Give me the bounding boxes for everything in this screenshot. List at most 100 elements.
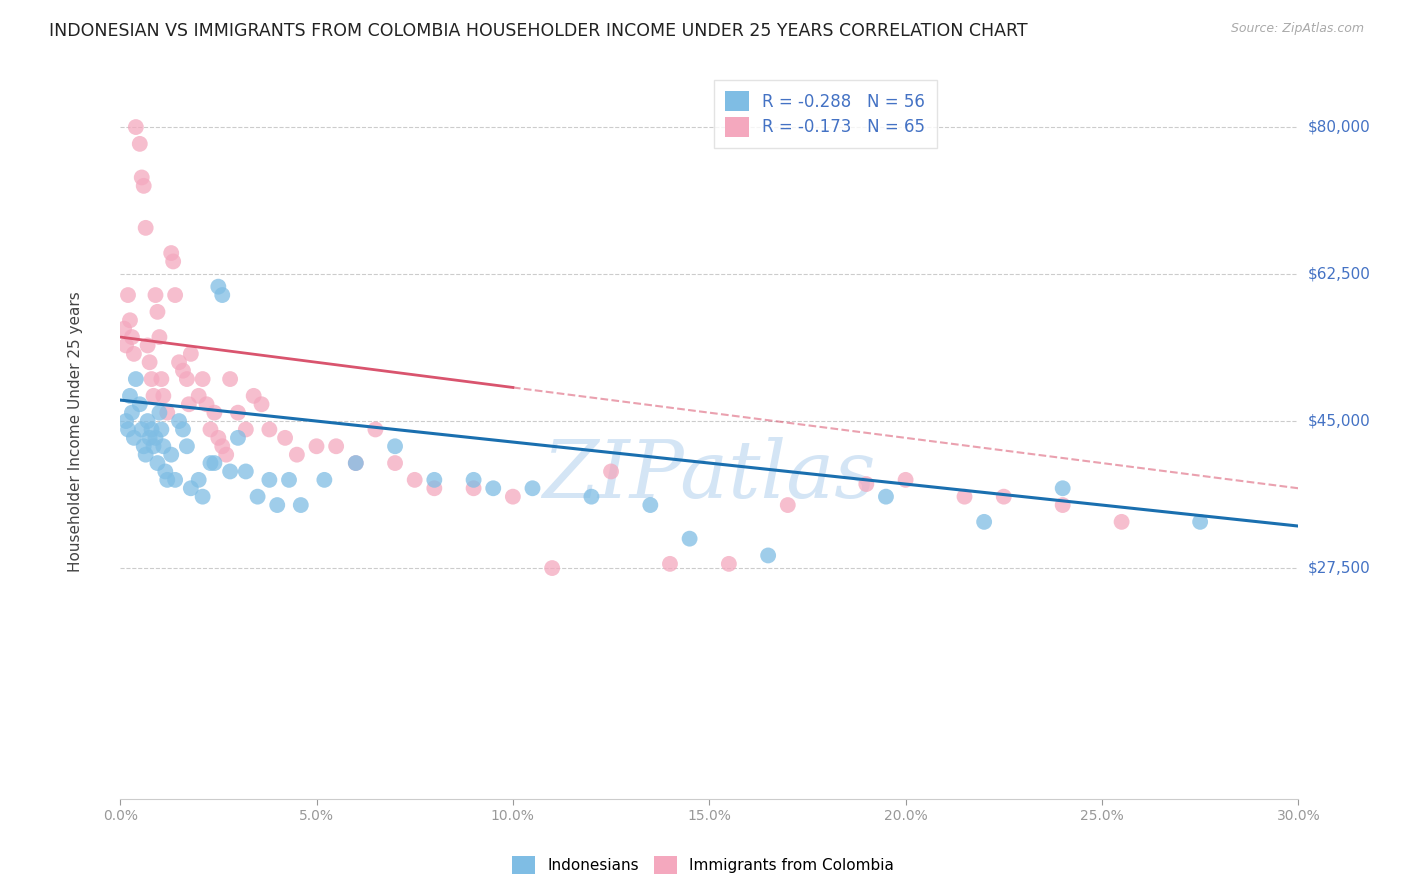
Text: Source: ZipAtlas.com: Source: ZipAtlas.com bbox=[1230, 22, 1364, 36]
Point bbox=[128, 136, 150, 151]
Point bbox=[600, 465, 623, 479]
Point bbox=[131, 170, 153, 185]
Text: INDONESIAN VS IMMIGRANTS FROM COLOMBIA HOUSEHOLDER INCOME UNDER 25 YEARS CORRELA: INDONESIAN VS IMMIGRANTS FROM COLOMBIA H… bbox=[49, 22, 1028, 40]
Point bbox=[973, 515, 995, 529]
Point bbox=[141, 372, 163, 386]
Point bbox=[122, 431, 145, 445]
Text: $62,500: $62,500 bbox=[1308, 267, 1371, 282]
Point bbox=[463, 481, 485, 495]
Point bbox=[314, 473, 336, 487]
Point bbox=[150, 422, 173, 436]
Point bbox=[128, 397, 150, 411]
Point bbox=[117, 422, 139, 436]
Point bbox=[1052, 498, 1074, 512]
Point bbox=[274, 431, 297, 445]
Point bbox=[423, 473, 446, 487]
Point bbox=[165, 473, 187, 487]
Point bbox=[502, 490, 524, 504]
Point bbox=[191, 372, 214, 386]
Point bbox=[142, 439, 165, 453]
Point bbox=[187, 473, 209, 487]
Point bbox=[176, 439, 198, 453]
Point bbox=[219, 372, 242, 386]
Point bbox=[141, 422, 163, 436]
Point bbox=[148, 330, 170, 344]
Point bbox=[115, 338, 138, 352]
Point bbox=[953, 490, 976, 504]
Point bbox=[219, 465, 242, 479]
Point bbox=[344, 456, 367, 470]
Point bbox=[384, 439, 406, 453]
Point bbox=[581, 490, 603, 504]
Point bbox=[135, 220, 157, 235]
Point bbox=[155, 465, 177, 479]
Point bbox=[167, 414, 190, 428]
Point bbox=[156, 473, 179, 487]
Point bbox=[211, 439, 233, 453]
Point bbox=[146, 456, 169, 470]
Point bbox=[659, 557, 682, 571]
Point bbox=[172, 422, 194, 436]
Point bbox=[115, 414, 138, 428]
Point bbox=[207, 431, 229, 445]
Point bbox=[142, 389, 165, 403]
Point bbox=[145, 431, 167, 445]
Legend: Indonesians, Immigrants from Colombia: Indonesians, Immigrants from Colombia bbox=[506, 850, 900, 880]
Point bbox=[246, 490, 269, 504]
Point bbox=[1189, 515, 1212, 529]
Point bbox=[162, 254, 184, 268]
Point bbox=[855, 477, 877, 491]
Point bbox=[290, 498, 312, 512]
Point bbox=[117, 288, 139, 302]
Point bbox=[325, 439, 347, 453]
Point bbox=[423, 481, 446, 495]
Point bbox=[259, 473, 281, 487]
Text: ZIPatlas: ZIPatlas bbox=[543, 437, 876, 515]
Point bbox=[266, 498, 288, 512]
Point bbox=[152, 439, 174, 453]
Point bbox=[136, 338, 159, 352]
Point bbox=[150, 372, 173, 386]
Point bbox=[242, 389, 264, 403]
Point bbox=[146, 305, 169, 319]
Point bbox=[135, 448, 157, 462]
Point bbox=[138, 431, 160, 445]
Point bbox=[187, 389, 209, 403]
Point bbox=[364, 422, 387, 436]
Point bbox=[756, 549, 779, 563]
Point bbox=[132, 439, 155, 453]
Point bbox=[235, 465, 257, 479]
Point bbox=[717, 557, 740, 571]
Point bbox=[138, 355, 160, 369]
Point bbox=[207, 279, 229, 293]
Point bbox=[678, 532, 700, 546]
Point bbox=[125, 120, 148, 134]
Point bbox=[993, 490, 1015, 504]
Point bbox=[200, 422, 222, 436]
Point bbox=[176, 372, 198, 386]
Point bbox=[482, 481, 505, 495]
Point bbox=[305, 439, 328, 453]
Point bbox=[200, 456, 222, 470]
Point bbox=[121, 406, 143, 420]
Point bbox=[344, 456, 367, 470]
Point bbox=[404, 473, 426, 487]
Point bbox=[1052, 481, 1074, 495]
Point bbox=[235, 422, 257, 436]
Text: Householder Income Under 25 years: Householder Income Under 25 years bbox=[67, 291, 83, 572]
Point bbox=[1111, 515, 1133, 529]
Point bbox=[202, 406, 225, 420]
Point bbox=[202, 456, 225, 470]
Point bbox=[132, 178, 155, 193]
Point bbox=[160, 246, 183, 260]
Point bbox=[875, 490, 897, 504]
Point bbox=[148, 406, 170, 420]
Point bbox=[285, 448, 308, 462]
Point bbox=[136, 414, 159, 428]
Point bbox=[180, 481, 202, 495]
Point bbox=[211, 288, 233, 302]
Point bbox=[125, 372, 148, 386]
Point bbox=[894, 473, 917, 487]
Point bbox=[167, 355, 190, 369]
Point bbox=[384, 456, 406, 470]
